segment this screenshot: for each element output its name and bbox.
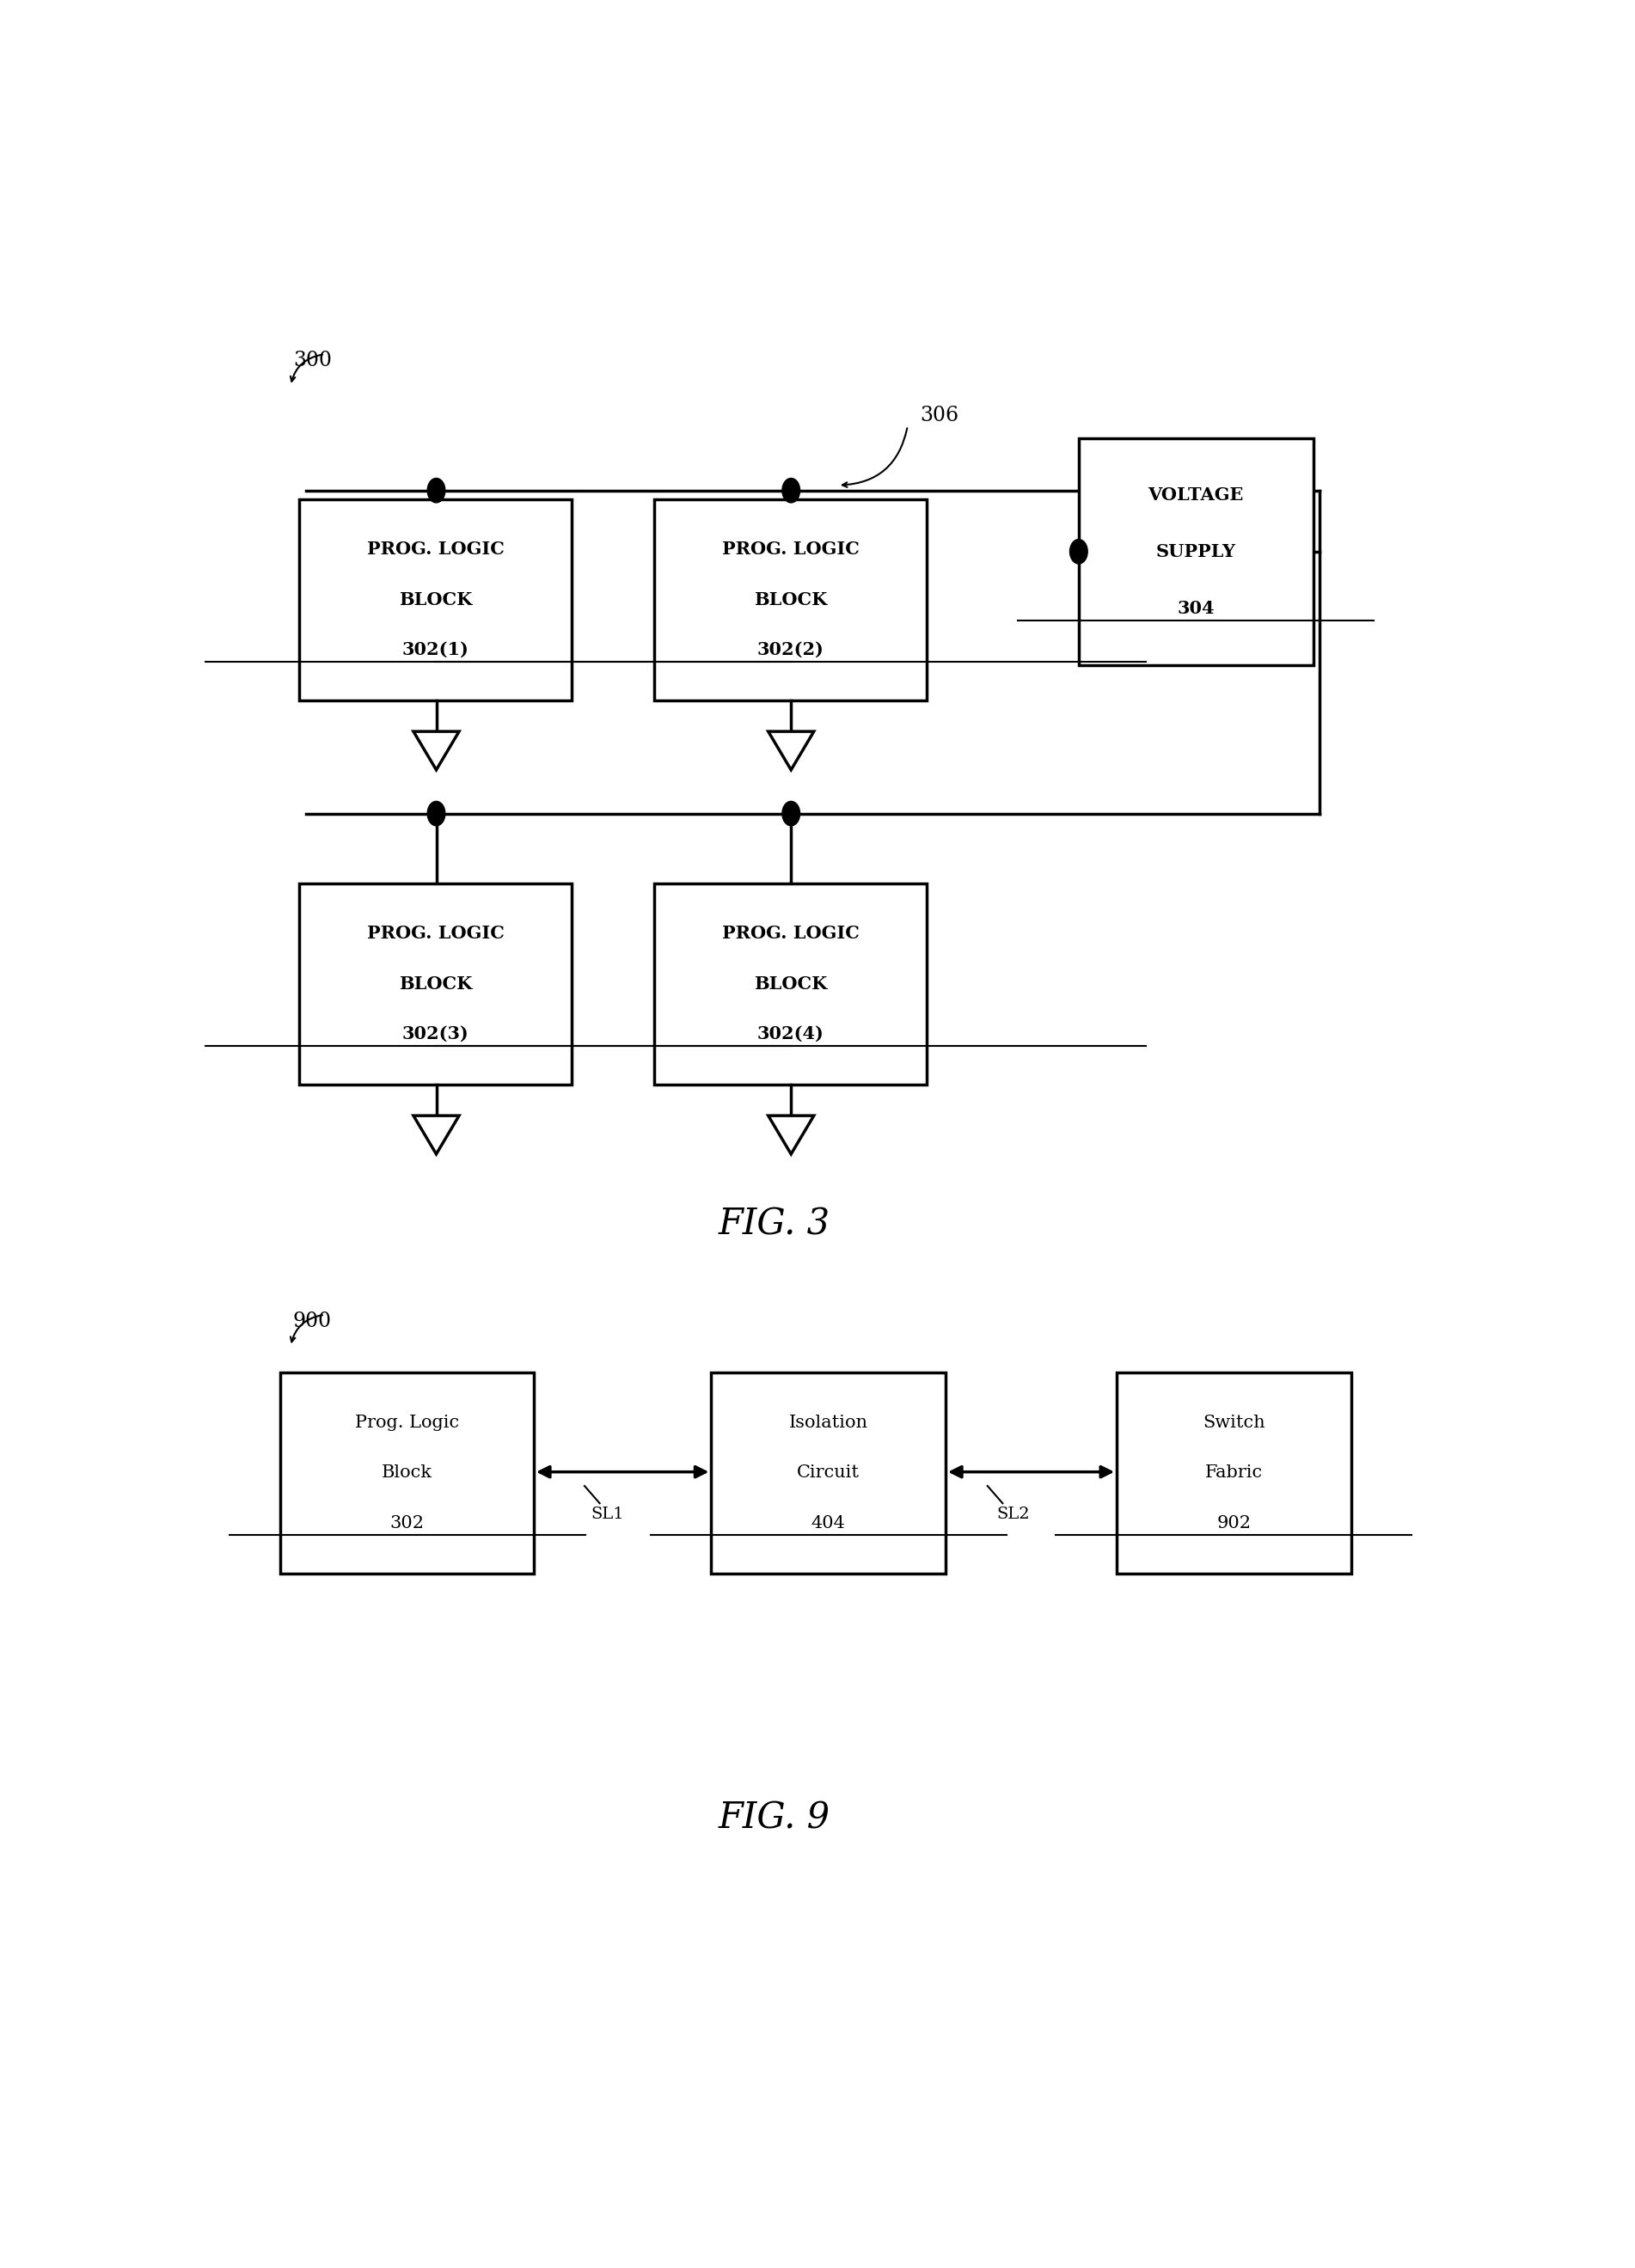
Text: PROG. LOGIC: PROG. LOGIC [721,925,858,941]
Circle shape [782,479,800,503]
Text: BLOCK: BLOCK [399,592,473,608]
Polygon shape [654,882,927,1084]
Text: Isolation: Isolation [790,1415,868,1431]
Text: 902: 902 [1216,1515,1251,1531]
Polygon shape [414,733,459,769]
Text: VOLTAGE: VOLTAGE [1148,485,1244,503]
Text: FIG. 9: FIG. 9 [719,1799,831,1835]
Polygon shape [768,733,814,769]
Text: SL2: SL2 [996,1506,1030,1522]
Circle shape [427,801,445,826]
Text: Block: Block [381,1465,433,1481]
Text: 302(3): 302(3) [402,1025,469,1043]
Text: SL1: SL1 [590,1506,625,1522]
Polygon shape [281,1372,533,1574]
Text: 404: 404 [811,1515,845,1531]
Text: 300: 300 [293,352,332,370]
Text: 306: 306 [921,406,960,426]
Text: BLOCK: BLOCK [399,975,473,993]
Text: 302(4): 302(4) [757,1025,824,1043]
Polygon shape [414,1116,459,1154]
Text: PROG. LOGIC: PROG. LOGIC [721,540,858,558]
Circle shape [427,479,445,503]
Text: 302: 302 [389,1515,425,1531]
Text: 302(1): 302(1) [402,642,469,658]
Text: 304: 304 [1177,599,1215,617]
Text: PROG. LOGIC: PROG. LOGIC [366,925,504,941]
Polygon shape [299,499,572,701]
Text: BLOCK: BLOCK [754,975,827,993]
Polygon shape [1079,438,1313,665]
Polygon shape [654,499,927,701]
Polygon shape [299,882,572,1084]
Text: FIG. 3: FIG. 3 [719,1207,831,1243]
Text: Switch: Switch [1203,1415,1265,1431]
Text: Prog. Logic: Prog. Logic [355,1415,459,1431]
Text: Fabric: Fabric [1205,1465,1262,1481]
Text: PROG. LOGIC: PROG. LOGIC [366,540,504,558]
Text: SUPPLY: SUPPLY [1156,542,1236,560]
Text: Circuit: Circuit [796,1465,860,1481]
Circle shape [782,801,800,826]
Text: 302(2): 302(2) [757,642,824,658]
Polygon shape [1117,1372,1351,1574]
Polygon shape [711,1372,945,1574]
Text: 900: 900 [293,1311,332,1331]
Circle shape [1069,540,1087,565]
Polygon shape [768,1116,814,1154]
Text: BLOCK: BLOCK [754,592,827,608]
